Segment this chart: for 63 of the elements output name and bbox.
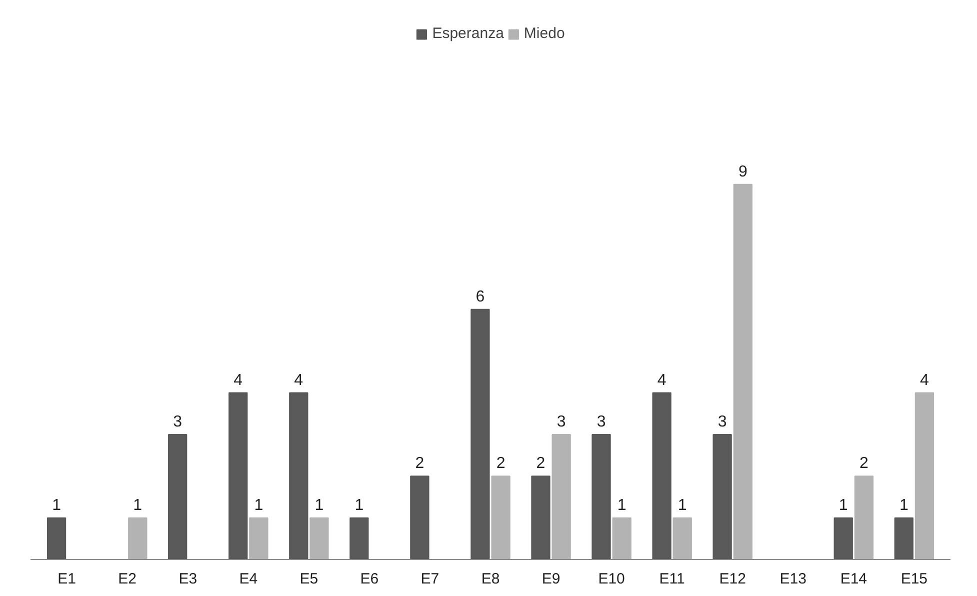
- bar: [592, 434, 611, 560]
- bar: [310, 517, 329, 560]
- bar: [834, 517, 853, 560]
- bar: [228, 392, 248, 560]
- data-label: 1: [254, 496, 264, 514]
- bar: [168, 434, 188, 560]
- data-label: 1: [899, 496, 908, 514]
- bar: [712, 434, 732, 560]
- x-tick-label: E1: [58, 570, 76, 588]
- bar: [854, 476, 874, 560]
- x-tick-label: E2: [118, 570, 137, 588]
- bar: [128, 517, 148, 560]
- data-label: 4: [657, 372, 666, 389]
- data-label: 9: [738, 163, 748, 180]
- x-tick-label: E6: [360, 570, 379, 588]
- data-label: 1: [133, 496, 142, 514]
- data-label: 1: [678, 496, 687, 514]
- data-label: 4: [294, 372, 304, 389]
- data-label: 2: [415, 455, 424, 472]
- data-label: 3: [718, 413, 727, 430]
- data-label: 4: [234, 372, 243, 389]
- x-tick-label: E3: [178, 570, 198, 588]
- data-label: 1: [617, 496, 626, 514]
- bar: [410, 476, 430, 560]
- x-tick-label: E13: [780, 570, 806, 588]
- data-label: 3: [173, 413, 182, 430]
- x-tick-label: E7: [420, 570, 440, 588]
- x-tick-label: E8: [481, 570, 500, 588]
- bar: [491, 476, 510, 560]
- x-tick-label: E11: [659, 570, 685, 588]
- data-label: 2: [860, 455, 868, 472]
- bar: [46, 517, 66, 560]
- bar: [249, 517, 268, 560]
- bar: [652, 392, 672, 560]
- bar: [612, 517, 632, 560]
- data-label: 6: [476, 288, 485, 306]
- x-tick-label: E14: [840, 570, 868, 588]
- data-label: 3: [596, 413, 606, 430]
- legend-label: Miedo: [524, 25, 565, 42]
- data-label: 3: [556, 413, 566, 430]
- bar: [289, 392, 308, 560]
- bar: [350, 517, 369, 560]
- bar: [552, 434, 571, 560]
- data-label: 2: [536, 455, 546, 472]
- bar: [531, 476, 550, 560]
- data-label: 1: [314, 496, 324, 514]
- legend-label: Esperanza: [432, 25, 504, 42]
- x-tick-label: E9: [542, 570, 560, 588]
- data-label: 4: [920, 372, 930, 389]
- bar: [733, 184, 752, 560]
- data-label: 1: [52, 496, 62, 514]
- x-tick-label: E15: [900, 570, 928, 588]
- bar: [470, 308, 490, 560]
- bar: [914, 392, 934, 560]
- data-label: 2: [496, 455, 506, 472]
- bar: [894, 517, 914, 560]
- x-tick-label: E12: [719, 570, 746, 588]
- data-label: 1: [354, 496, 364, 514]
- bar: [672, 517, 692, 560]
- data-label: 1: [838, 496, 848, 514]
- x-tick-label: E5: [300, 570, 318, 588]
- x-tick-label: E10: [598, 570, 625, 588]
- x-tick-label: E4: [239, 570, 258, 588]
